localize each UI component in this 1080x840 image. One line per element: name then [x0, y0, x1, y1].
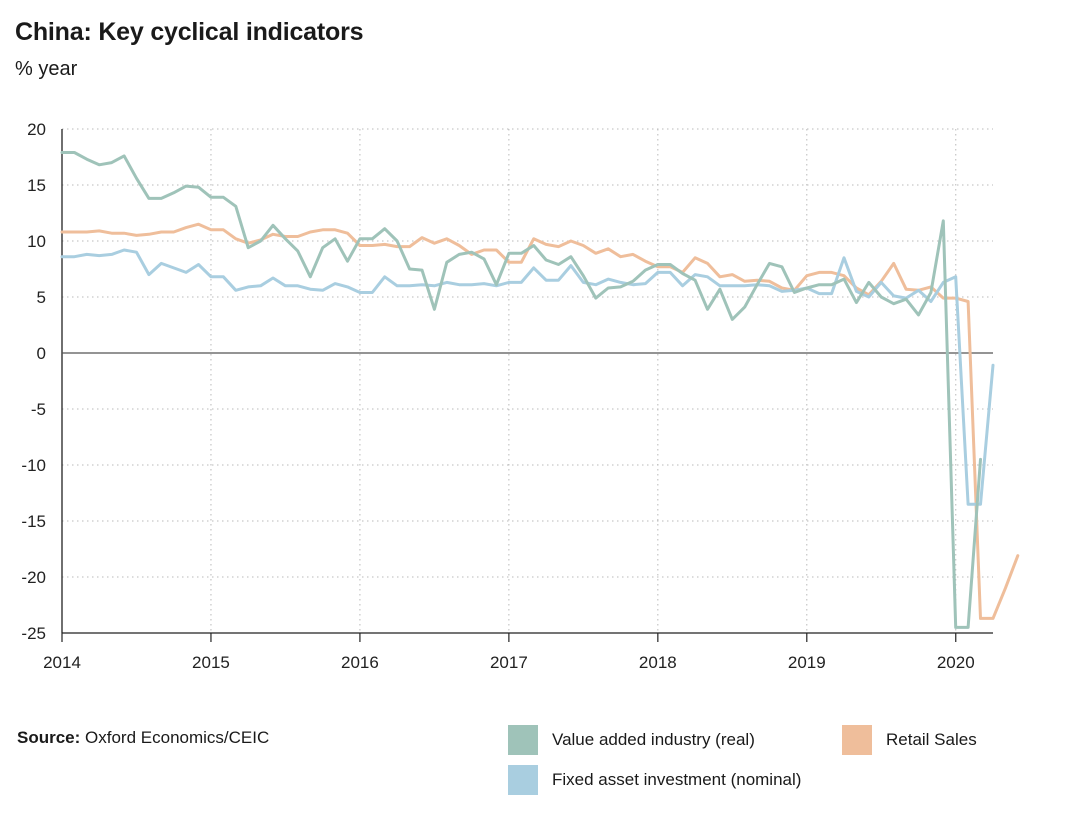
x-tick-label: 2014: [43, 653, 81, 672]
chart-subtitle: % year: [15, 58, 78, 80]
y-tick-label: -5: [31, 400, 46, 419]
x-tick-label: 2020: [937, 653, 975, 672]
source-label: Source:: [17, 728, 81, 747]
series-line-industry: [60, 151, 982, 629]
y-tick-label: -25: [21, 624, 46, 643]
legend-label-industry: Value added industry (real): [552, 730, 755, 749]
gridlines: [62, 128, 993, 634]
legend-item-industry: Value added industry (real): [508, 725, 755, 755]
source-text: Oxford Economics/CEIC: [85, 728, 270, 747]
legend-swatch-industry: [508, 725, 538, 755]
series-line-retail: [60, 222, 1020, 620]
series-line-investment: [60, 248, 995, 506]
y-tick-label: -20: [21, 568, 46, 587]
x-tick-label: 2018: [639, 653, 677, 672]
y-tick-label: 5: [37, 288, 46, 307]
source-note: Source: Oxford Economics/CEIC: [17, 728, 269, 748]
series-lines: [60, 151, 1020, 629]
y-tick-label: 15: [27, 176, 46, 195]
legend-item-retail: Retail Sales: [842, 725, 977, 755]
x-tick-label: 2017: [490, 653, 528, 672]
x-tick-label: 2016: [341, 653, 379, 672]
legend-swatch-investment: [508, 765, 538, 795]
y-tick-label: -15: [21, 512, 46, 531]
x-tick-label: 2019: [788, 653, 826, 672]
y-tick-label: 0: [37, 344, 46, 363]
y-tick-label: 20: [27, 120, 46, 139]
y-tick-label: 10: [27, 232, 46, 251]
x-tick-label: 2015: [192, 653, 230, 672]
chart-title: China: Key cyclical indicators: [15, 18, 364, 46]
legend-label-investment: Fixed asset investment (nominal): [552, 770, 802, 789]
y-tick-label: -10: [21, 456, 46, 475]
legend-label-retail: Retail Sales: [886, 730, 977, 749]
legend-swatch-retail: [842, 725, 872, 755]
legend-item-investment: Fixed asset investment (nominal): [508, 765, 801, 795]
